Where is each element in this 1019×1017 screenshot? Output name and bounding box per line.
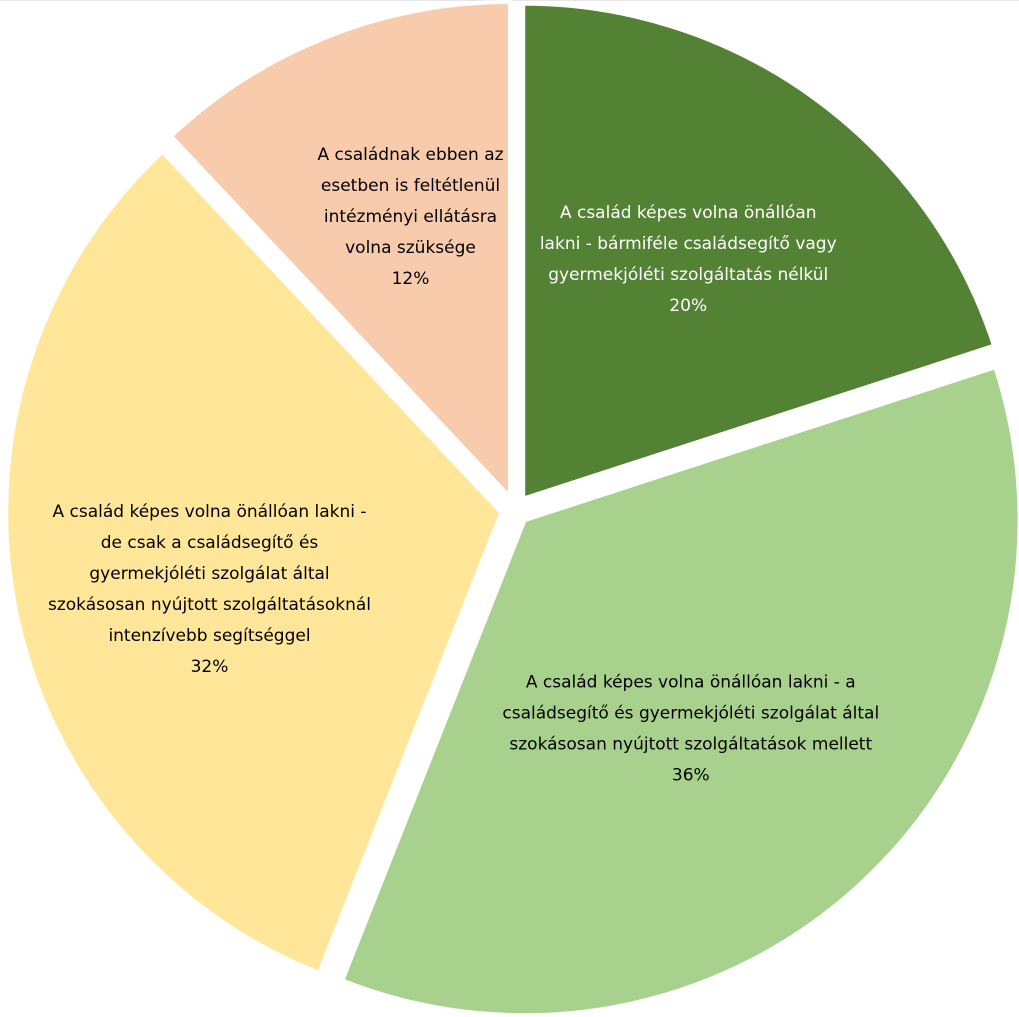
pie-slice-1 — [521, 1, 997, 502]
slice-label-3: A család képes volna önállóan lakni - de … — [48, 502, 371, 677]
slice-label-line: szokásosan nyújtott szolgáltatások melle… — [509, 734, 872, 754]
pie-slice-3 — [4, 148, 504, 976]
slice-percent-3: 32% — [191, 657, 229, 677]
slice-label-line: de csak a családsegítő és — [101, 533, 319, 553]
slice-percent-2: 36% — [672, 765, 710, 785]
slice-label-1: A család képes volna önállóan lakni - bár… — [540, 203, 837, 316]
slice-label-line: lakni - bármiféle családsegítő vagy — [540, 234, 837, 254]
slice-label-line: intézményi ellátásra — [324, 207, 497, 227]
slice-label-line: esetben is feltétlenül — [321, 176, 500, 196]
slice-label-line: A család képes volna önállóan lakni - — [52, 502, 366, 522]
pie-slice-2 — [339, 364, 1019, 1017]
slice-label-line: A család képes volna önállóan lakni - a — [526, 672, 856, 692]
slice-label-line: volna szüksége — [345, 238, 476, 258]
pie-slice-4 — [168, 0, 512, 503]
slice-percent-1: 20% — [669, 296, 707, 316]
slice-label-2: A család képes volna önállóan lakni - a c… — [502, 672, 879, 785]
slice-percent-4: 12% — [392, 269, 430, 289]
slice-label-line: családsegítő és gyermekjóléti szolgálat … — [502, 703, 879, 723]
slice-label-line: gyermekjóléti szolgálat által — [89, 564, 329, 584]
slice-label-4: A családnak ebben az esetben is feltétlen… — [317, 145, 503, 289]
slice-label-line: szokásosan nyújtott szolgáltatásoknál — [48, 595, 371, 615]
slice-label-line: A család képes volna önállóan — [560, 203, 817, 223]
slice-label-line: A családnak ebben az — [317, 145, 503, 165]
slice-label-line: intenzívebb segítséggel — [108, 626, 310, 646]
slice-label-line: gyermekjóléti szolgáltatás nélkül — [548, 265, 828, 285]
